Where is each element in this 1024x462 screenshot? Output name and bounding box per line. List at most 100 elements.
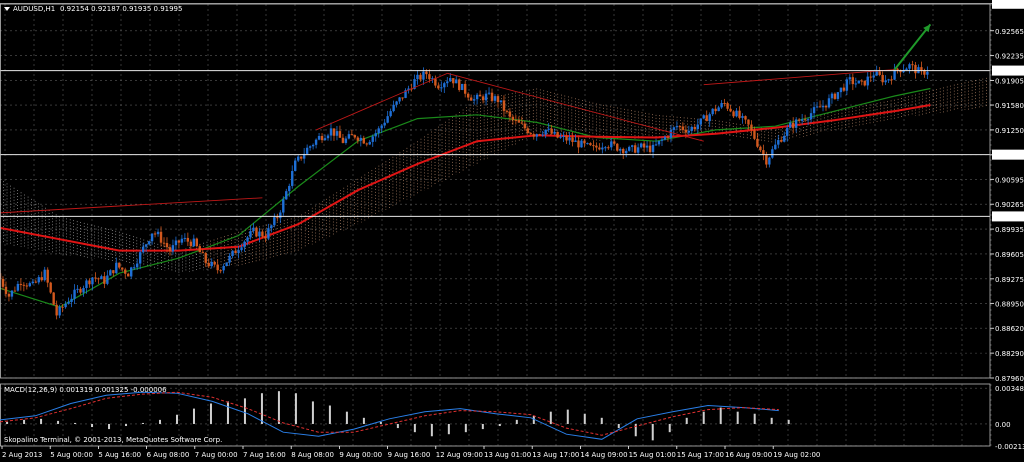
candle-body (377, 128, 380, 134)
forecast-arrow-line[interactable] (893, 23, 932, 71)
candle-body (851, 77, 855, 85)
candle-body (25, 285, 29, 287)
candle-body (296, 156, 300, 161)
symbol-dropdown-icon[interactable] (4, 7, 10, 11)
macd-histogram-bar (430, 423, 433, 437)
candle-body (4, 286, 8, 294)
candle-body (28, 283, 32, 287)
candle-body (714, 108, 717, 112)
trendline[interactable] (703, 69, 895, 86)
macd-y-tick-label: 0.00 (995, 421, 1011, 429)
candle-body (150, 233, 154, 242)
candle-body (162, 242, 166, 244)
y-tick-label: 0.89275 (995, 276, 1024, 284)
candle-body (302, 153, 306, 159)
candle-body (383, 122, 386, 126)
candle-body (616, 143, 619, 151)
candle-body (326, 135, 330, 139)
y-tick-label: 0.88290 (995, 350, 1024, 358)
candle-body (416, 74, 419, 80)
candle-body (204, 253, 207, 263)
candle-body (94, 277, 97, 279)
x-tick-label: 7 Aug 00:00 (195, 451, 238, 459)
candle-body (174, 240, 178, 246)
candle-body (791, 122, 795, 128)
candle-body (845, 79, 849, 91)
candle-body (568, 137, 571, 141)
y-tick-label: 0.92235 (995, 53, 1024, 61)
candle-body (73, 289, 76, 299)
candle-body (19, 283, 23, 285)
level-label-box (992, 65, 1024, 76)
macd-histogram-bar (549, 411, 552, 424)
macd-histogram-bar (447, 423, 450, 435)
candle-body (487, 92, 491, 94)
candle-body (231, 250, 234, 256)
trendline[interactable] (447, 72, 704, 142)
candle-body (118, 262, 121, 268)
candle-body (362, 137, 365, 144)
x-tick-label: 7 Aug 16:00 (243, 451, 286, 459)
candle-body (598, 147, 601, 150)
candle-body (535, 134, 538, 137)
trendline[interactable] (0, 197, 263, 214)
candle-body (756, 138, 759, 147)
candle-body (741, 116, 744, 118)
candle-body (228, 255, 231, 263)
candle-body (604, 147, 607, 149)
candle-body (55, 304, 58, 316)
candle-body (314, 139, 318, 145)
trendline[interactable] (315, 72, 448, 131)
x-tick-label: 14 Aug 09:00 (580, 451, 627, 459)
y-tick-label: 0.91905 (995, 78, 1024, 86)
candle-body (374, 133, 377, 137)
candle-body (654, 144, 658, 146)
candle-body (630, 145, 634, 147)
candle-body (273, 217, 276, 226)
candle-body (353, 135, 357, 138)
candle-body (261, 231, 264, 237)
candle-body (908, 64, 911, 69)
candle-body (76, 288, 79, 290)
candle-body (896, 68, 899, 70)
candle-body (329, 128, 333, 136)
candle-body (103, 276, 106, 284)
candle-body (350, 134, 354, 136)
macd-histogram-bar (617, 423, 620, 429)
candle-body (690, 126, 694, 131)
candle-body (466, 93, 470, 98)
candle-body (783, 135, 786, 142)
candle-body (147, 241, 151, 245)
candle-body (347, 134, 351, 139)
macd-histogram-bar (345, 411, 348, 424)
candle-body (738, 110, 741, 118)
candle-body (449, 78, 452, 82)
macd-histogram-bar (328, 405, 331, 424)
candle-body (586, 143, 589, 145)
candle-body (830, 93, 834, 99)
candle-body (821, 105, 825, 108)
level-label: 0.92037 (994, 68, 1023, 76)
candle-body (872, 75, 875, 78)
candle-body (216, 264, 219, 271)
ma-slow-line (0, 104, 931, 252)
candle-body (893, 68, 896, 80)
macd-histogram-bar (6, 421, 9, 424)
candle-body (815, 106, 819, 108)
candle-body (276, 217, 279, 219)
candle-body (189, 241, 193, 247)
candle-body (687, 130, 691, 133)
candle-body (675, 126, 679, 128)
macd-histogram-bar (108, 423, 111, 430)
candle-body (627, 146, 631, 151)
level-label-box (992, 211, 1024, 222)
macd-histogram-bar (770, 417, 773, 424)
candle-body (34, 281, 37, 283)
candle-body (380, 125, 383, 129)
candle-body (493, 96, 497, 101)
candle-body (666, 136, 670, 138)
candle-body (255, 227, 258, 237)
macd-histogram-bar (634, 423, 637, 437)
